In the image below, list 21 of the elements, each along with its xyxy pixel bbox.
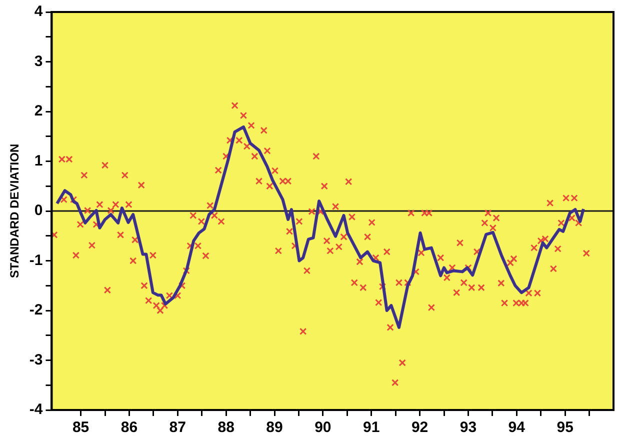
x-tick-label: 88: [218, 419, 234, 436]
y-tick-label: -4: [29, 401, 44, 418]
x-tick-label: 94: [508, 419, 526, 436]
y-axis-title: STANDARD DEVIATION: [8, 144, 22, 278]
x-tick-label: 95: [556, 419, 574, 436]
y-tick-label: -1: [29, 252, 43, 269]
x-tick-label: 89: [266, 419, 283, 436]
y-tick-label: 3: [34, 52, 43, 70]
x-tick-label: 92: [411, 419, 428, 436]
y-tick-label: 4: [34, 3, 44, 20]
x-tick-label: 91: [363, 419, 380, 436]
y-tick-label: 2: [34, 102, 43, 120]
y-tick-label: -3: [29, 351, 43, 368]
x-tick-label: 85: [72, 419, 90, 436]
x-tick-label: 87: [169, 419, 186, 436]
y-tick-label: -2: [29, 302, 43, 319]
y-tick-label: 1: [34, 152, 43, 170]
y-tick-label: 0: [34, 202, 43, 220]
x-tick-label: 86: [120, 419, 138, 436]
x-tick-label: 93: [460, 419, 477, 436]
x-tick-label: 90: [314, 419, 332, 436]
